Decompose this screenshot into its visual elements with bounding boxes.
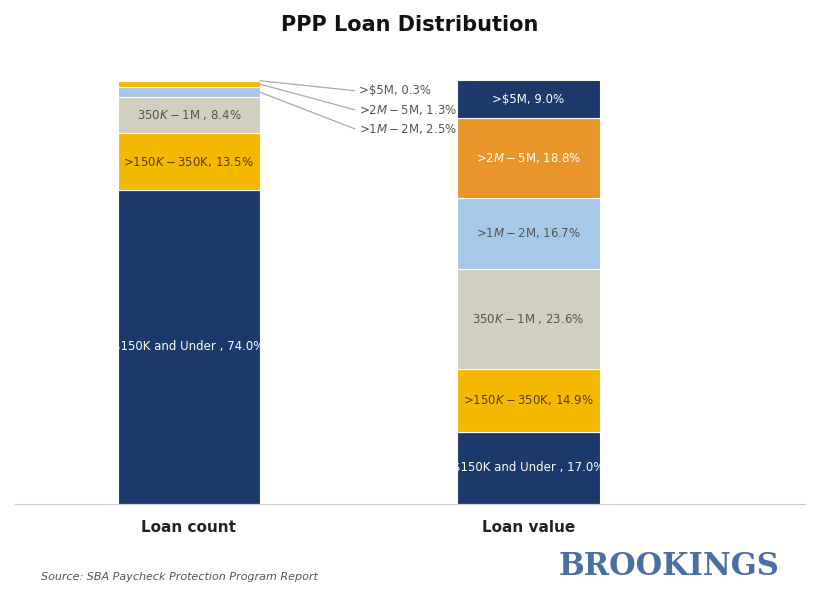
- Bar: [457, 118, 599, 198]
- Text: >$1M - $2M, 16.7%: >$1M - $2M, 16.7%: [476, 226, 580, 240]
- Bar: [457, 431, 599, 504]
- Text: >$1M - $2M, 2.5%: >$1M - $2M, 2.5%: [358, 122, 456, 136]
- Bar: [118, 82, 260, 87]
- Text: >$150K - $350K, 13.5%: >$150K - $350K, 13.5%: [124, 155, 254, 168]
- Bar: [457, 80, 599, 118]
- Text: >$5M, 9.0%: >$5M, 9.0%: [492, 93, 563, 106]
- Title: PPP Loan Distribution: PPP Loan Distribution: [281, 15, 538, 35]
- Text: BROOKINGS: BROOKINGS: [558, 551, 778, 582]
- Bar: [457, 369, 599, 431]
- Bar: [457, 268, 599, 369]
- Bar: [118, 80, 260, 82]
- Bar: [457, 198, 599, 268]
- Bar: [118, 190, 260, 504]
- Text: $350K - $1M , 23.6%: $350K - $1M , 23.6%: [472, 311, 584, 326]
- Text: Source: SBA Paycheck Protection Program Report: Source: SBA Paycheck Protection Program …: [41, 572, 318, 582]
- Bar: [118, 98, 260, 133]
- Text: >$150K - $350K, 14.9%: >$150K - $350K, 14.9%: [463, 393, 593, 407]
- Bar: [118, 133, 260, 190]
- Bar: [118, 87, 260, 98]
- Text: >$2M - $5M, 18.8%: >$2M - $5M, 18.8%: [475, 151, 581, 165]
- Text: >$2M - $5M, 1.3%: >$2M - $5M, 1.3%: [358, 103, 456, 117]
- Text: $350K - $1M , 8.4%: $350K - $1M , 8.4%: [136, 108, 241, 122]
- Text: >$5M, 0.3%: >$5M, 0.3%: [358, 84, 430, 97]
- Text: $150K and Under , 74.0%: $150K and Under , 74.0%: [113, 340, 265, 353]
- Text: $150K and Under , 17.0%: $150K and Under , 17.0%: [452, 461, 604, 474]
